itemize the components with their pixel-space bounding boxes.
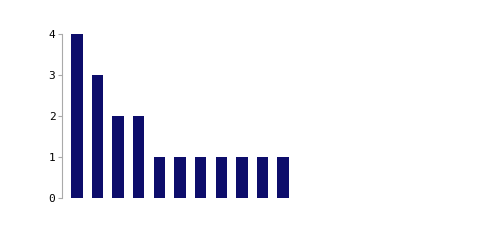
Bar (195, 157, 206, 198)
Bar (236, 157, 248, 198)
Bar (216, 157, 227, 198)
Bar (92, 75, 103, 198)
Bar (174, 157, 186, 198)
Bar (257, 157, 268, 198)
Bar (277, 157, 289, 198)
Bar (112, 116, 124, 198)
Bar (154, 157, 165, 198)
Bar (71, 34, 83, 198)
Bar (133, 116, 144, 198)
